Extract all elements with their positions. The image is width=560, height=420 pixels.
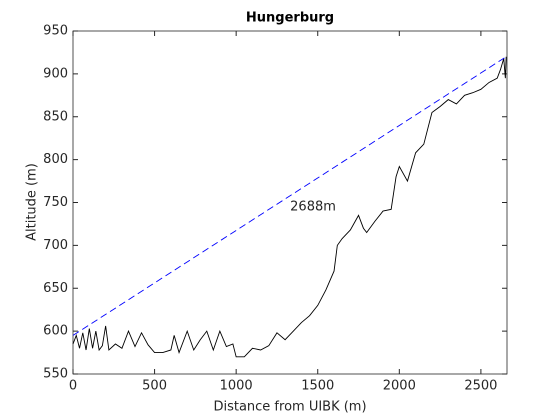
y-tick-label: 800 xyxy=(43,152,68,167)
y-tick-label: 900 xyxy=(43,66,68,81)
line-series xyxy=(72,56,507,336)
y-axis-label: Altitude (m) xyxy=(25,163,40,241)
y-tick-label: 950 xyxy=(43,24,68,39)
chart-title: Hungerburg xyxy=(246,11,334,26)
y-tick-label: 600 xyxy=(43,324,68,339)
y-tick-label: 700 xyxy=(43,238,68,253)
plot-area xyxy=(72,30,508,375)
annotation: 2688m xyxy=(290,199,336,214)
x-tick-label: 2500 xyxy=(464,379,497,394)
x-axis-label: Distance from UIBK (m) xyxy=(213,400,366,415)
x-tick-label: 2000 xyxy=(383,379,416,394)
y-tick-label: 550 xyxy=(43,367,68,382)
x-tick-label: 1000 xyxy=(220,379,253,394)
y-tick-label: 650 xyxy=(43,281,68,296)
x-tick-label: 1500 xyxy=(301,379,334,394)
x-tick-label: 500 xyxy=(142,379,167,394)
y-tick-label: 750 xyxy=(43,195,68,210)
line-series xyxy=(72,56,507,358)
y-tick-label: 850 xyxy=(43,109,68,124)
x-tick-label: 0 xyxy=(69,379,77,394)
